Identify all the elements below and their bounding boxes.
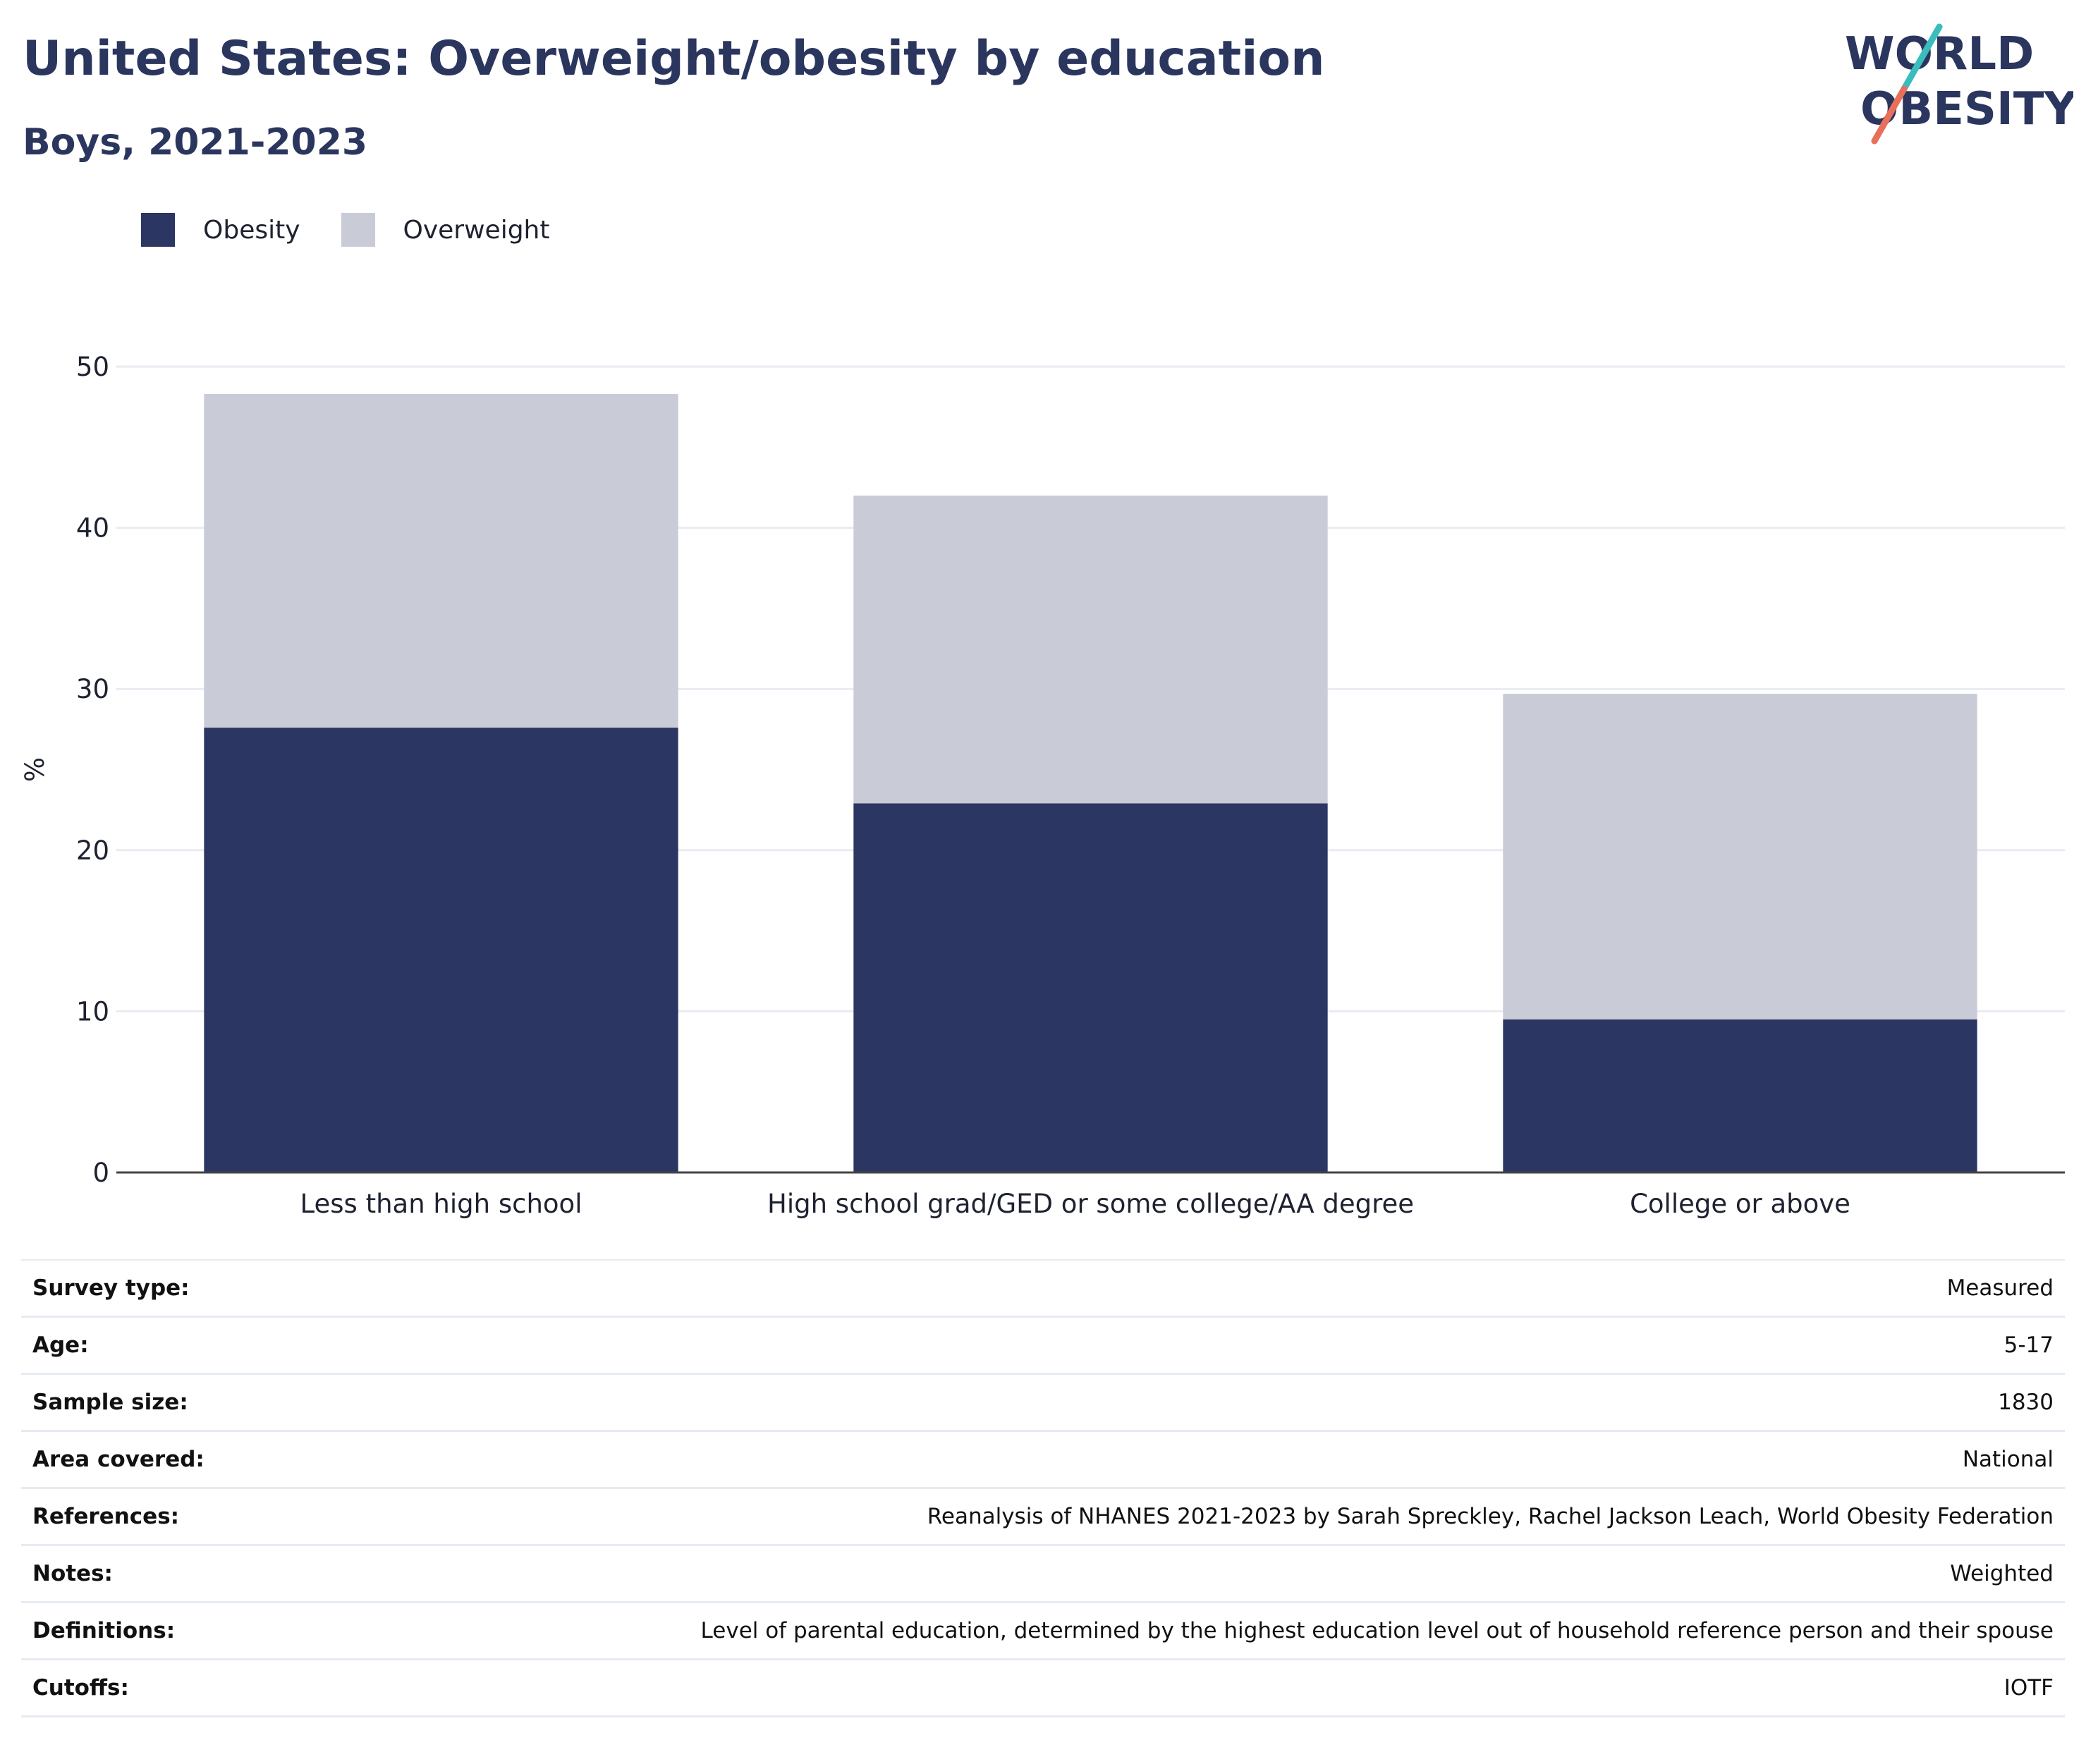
x-tick-label: High school grad/GED or some college/AA …	[767, 1189, 1414, 1219]
legend-item-obesity[interactable]: Obesity	[141, 213, 300, 247]
legend-label-overweight: Overweight	[403, 215, 550, 245]
chart-legend: Obesity Overweight	[141, 209, 590, 251]
metadata-value: Measured	[1946, 1275, 2054, 1301]
metadata-value: Weighted	[1950, 1561, 2054, 1586]
y-tick-label: 0	[92, 1158, 109, 1188]
metadata-row: Age: 5-17	[21, 1318, 2065, 1375]
y-tick-label: 40	[76, 513, 109, 544]
logo-slash-teal	[1901, 23, 1943, 92]
x-tick-label: Less than high school	[300, 1189, 583, 1219]
chart-subtitle: Boys, 2021-2023	[23, 121, 368, 164]
metadata-key: Age:	[32, 1333, 89, 1358]
metadata-key: Area covered:	[32, 1447, 205, 1472]
stacked-bar-chart: 0 10 20 30 40 50% Less than high school High sc…	[20, 352, 2065, 1219]
metadata-value: Reanalysis of NHANES 2021-2023 by Sarah …	[927, 1504, 2054, 1529]
y-axis-label: %	[20, 757, 50, 782]
world-obesity-logo: WORLD OBESITY	[1845, 23, 2073, 145]
bar-overweight-0	[204, 393, 678, 728]
chart-title: United States: Overweight/obesity by edu…	[23, 31, 1325, 87]
legend-label-obesity: Obesity	[203, 215, 300, 245]
bar-obesity-2	[1503, 1019, 1977, 1172]
bar-obesity-0	[204, 728, 678, 1172]
metadata-value: 5-17	[2003, 1333, 2054, 1358]
metadata-table: Survey type: Measured Age: 5-17 Sample size:…	[21, 1259, 2065, 1717]
legend-swatch-obesity	[141, 213, 175, 247]
logo-text-world: WORLD	[1845, 28, 2034, 80]
metadata-value: 1830	[1998, 1390, 2054, 1415]
metadata-key: References:	[32, 1504, 180, 1529]
metadata-row: Definitions: Level of parental education,…	[21, 1603, 2065, 1660]
legend-swatch-overweight	[341, 213, 375, 247]
metadata-key: Notes:	[32, 1561, 113, 1586]
y-tick-label: 50	[76, 352, 109, 382]
metadata-row: Cutoffs: IOTF	[21, 1660, 2065, 1717]
metadata-row: Sample size: 1830	[21, 1375, 2065, 1432]
bar-overweight-2	[1503, 694, 1977, 1019]
metadata-key: Sample size:	[32, 1390, 188, 1415]
metadata-row: Survey type: Measured	[21, 1261, 2065, 1318]
metadata-value: Level of parental education, determined …	[700, 1618, 2054, 1643]
metadata-key: Definitions:	[32, 1618, 176, 1643]
metadata-key: Cutoffs:	[32, 1675, 129, 1701]
metadata-value: National	[1962, 1447, 2054, 1472]
metadata-row: Notes: Weighted	[21, 1546, 2065, 1603]
logo-slash-coral	[1871, 85, 1908, 145]
bar-obesity-1	[853, 803, 1328, 1172]
metadata-row: References: Reanalysis of NHANES 2021-202…	[21, 1489, 2065, 1546]
metadata-row: Area covered: National	[21, 1432, 2065, 1489]
y-tick-label: 20	[76, 835, 109, 866]
metadata-value: IOTF	[2003, 1675, 2054, 1701]
y-tick-label: 10	[76, 996, 109, 1027]
bar-overweight-1	[853, 495, 1328, 804]
legend-item-overweight[interactable]: Overweight	[341, 213, 550, 247]
y-tick-label: 30	[76, 674, 109, 704]
x-tick-label: College or above	[1630, 1189, 1850, 1219]
metadata-key: Survey type:	[32, 1275, 190, 1301]
